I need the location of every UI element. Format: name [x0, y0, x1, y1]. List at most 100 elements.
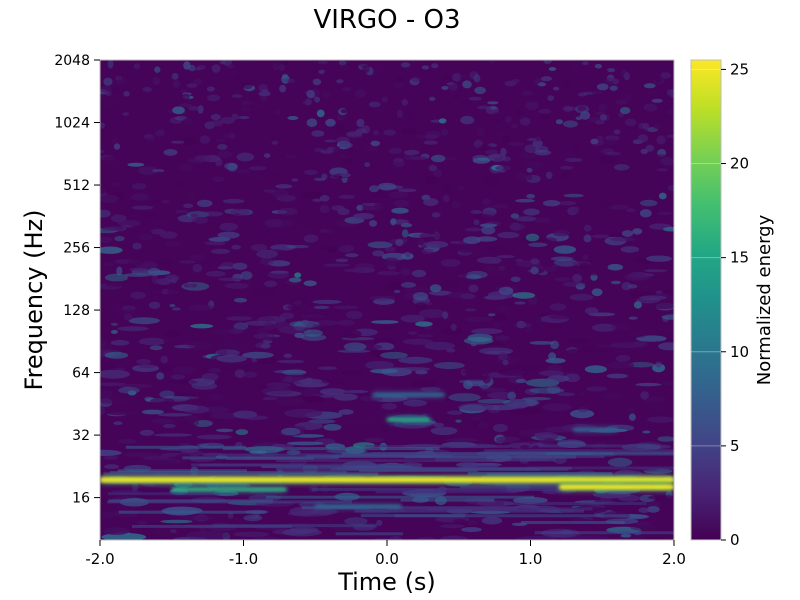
noise-blob — [299, 227, 314, 236]
noise-streak — [372, 452, 546, 455]
noise-blob — [610, 280, 622, 285]
noise-blob — [415, 370, 428, 375]
noise-blob — [412, 239, 425, 246]
noise-blob — [196, 199, 213, 208]
noise-blob — [618, 494, 641, 502]
noise-blob — [188, 64, 196, 72]
noise-blob — [112, 181, 121, 188]
noise-blob — [128, 317, 160, 325]
noise-blob — [146, 137, 156, 141]
noise-blob — [391, 207, 409, 214]
noise-blob — [115, 76, 123, 81]
noise-blob — [117, 383, 154, 389]
noise-streak — [305, 454, 453, 458]
feature-mark — [171, 488, 287, 491]
noise-blob — [606, 373, 628, 379]
noise-blob — [116, 60, 127, 67]
noise-blob — [318, 366, 338, 371]
noise-blob — [575, 116, 582, 120]
colorbar-label: Normalized energy — [754, 214, 775, 385]
noise-blob — [661, 375, 674, 379]
colorbar-tick-label: 0 — [730, 531, 740, 549]
noise-blob — [400, 127, 417, 135]
noise-blob — [376, 519, 383, 527]
noise-blob — [300, 388, 326, 398]
noise-blob — [216, 428, 234, 433]
noise-blob — [289, 526, 319, 534]
noise-blob — [431, 154, 446, 163]
noise-blob — [614, 164, 630, 171]
noise-blob — [364, 162, 371, 168]
noise-blob — [415, 321, 433, 327]
noise-blob — [381, 402, 398, 410]
noise-blob — [505, 115, 512, 123]
noise-blob — [362, 65, 370, 73]
noise-blob — [541, 76, 552, 82]
noise-blob — [607, 204, 630, 210]
noise-blob — [197, 105, 204, 114]
noise-blob — [264, 153, 271, 159]
noise-blob — [172, 79, 181, 89]
noise-blob — [390, 324, 415, 329]
noise-blob — [656, 211, 674, 216]
noise-blob — [258, 91, 271, 97]
noise-blob — [281, 427, 301, 436]
noise-blob — [553, 86, 560, 91]
noise-blob — [640, 391, 649, 400]
noise-blob — [602, 392, 624, 400]
noise-blob — [294, 332, 305, 338]
noise-blob — [369, 295, 396, 301]
noise-blob — [206, 94, 221, 102]
noise-streak — [354, 509, 584, 513]
y-tick-label: 512 — [63, 178, 90, 194]
noise-blob — [559, 165, 574, 170]
noise-blob — [113, 421, 123, 426]
noise-blob — [100, 194, 120, 203]
noise-blob — [185, 530, 229, 540]
noise-blob — [540, 114, 549, 120]
noise-blob — [592, 323, 617, 332]
noise-blob — [271, 188, 289, 198]
noise-blob — [303, 234, 319, 243]
noise-blob — [205, 406, 229, 414]
noise-blob — [193, 78, 203, 85]
noise-blob — [649, 302, 674, 309]
noise-blob — [661, 128, 674, 133]
noise-blob — [326, 146, 336, 151]
noise-blob — [123, 91, 130, 97]
noise-blob — [117, 326, 149, 332]
noise-blob — [316, 109, 325, 118]
noise-blob — [393, 199, 410, 208]
noise-blob — [221, 133, 234, 139]
noise-blob — [370, 368, 399, 374]
noise-blob — [140, 504, 167, 511]
noise-blob — [652, 363, 666, 373]
noise-blob — [581, 346, 616, 353]
noise-blob — [591, 234, 610, 239]
noise-blob — [547, 364, 564, 373]
noise-blob — [553, 219, 562, 224]
noise-blob — [564, 373, 580, 383]
noise-blob — [654, 154, 669, 159]
noise-blob — [283, 408, 323, 418]
noise-blob — [253, 133, 262, 140]
noise-blob — [515, 258, 524, 263]
noise-blob — [178, 163, 194, 172]
noise-blob — [653, 123, 661, 130]
noise-blob — [271, 219, 295, 228]
noise-blob — [442, 156, 459, 161]
noise-streak — [467, 472, 612, 475]
noise-blob — [138, 363, 156, 369]
noise-blob — [510, 276, 521, 283]
noise-blob — [583, 224, 592, 232]
noise-blob — [171, 140, 185, 144]
noise-blob — [370, 140, 381, 147]
noise-blob — [260, 257, 274, 266]
noise-blob — [440, 128, 449, 136]
noise-streak — [276, 467, 541, 471]
noise-blob — [393, 82, 405, 89]
noise-blob — [658, 342, 674, 351]
noise-blob — [234, 369, 246, 378]
noise-blob — [587, 435, 628, 440]
noise-blob — [381, 425, 390, 432]
